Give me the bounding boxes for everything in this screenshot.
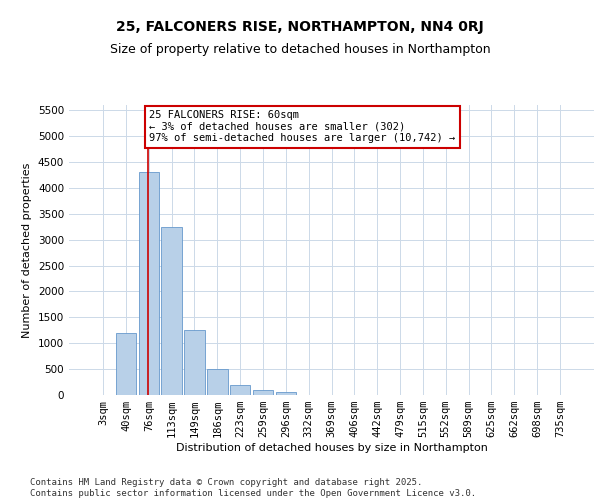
Bar [139, 172, 159, 395]
Bar [253, 390, 273, 395]
Bar [116, 333, 136, 395]
Bar [207, 369, 227, 395]
X-axis label: Distribution of detached houses by size in Northampton: Distribution of detached houses by size … [176, 443, 487, 453]
Bar [275, 392, 296, 395]
Text: Size of property relative to detached houses in Northampton: Size of property relative to detached ho… [110, 42, 490, 56]
Text: 25 FALCONERS RISE: 60sqm
← 3% of detached houses are smaller (302)
97% of semi-d: 25 FALCONERS RISE: 60sqm ← 3% of detache… [149, 110, 455, 144]
Bar [230, 384, 250, 395]
Text: 25, FALCONERS RISE, NORTHAMPTON, NN4 0RJ: 25, FALCONERS RISE, NORTHAMPTON, NN4 0RJ [116, 20, 484, 34]
Bar [184, 330, 205, 395]
Bar [161, 226, 182, 395]
Text: Contains HM Land Registry data © Crown copyright and database right 2025.
Contai: Contains HM Land Registry data © Crown c… [30, 478, 476, 498]
Y-axis label: Number of detached properties: Number of detached properties [22, 162, 32, 338]
